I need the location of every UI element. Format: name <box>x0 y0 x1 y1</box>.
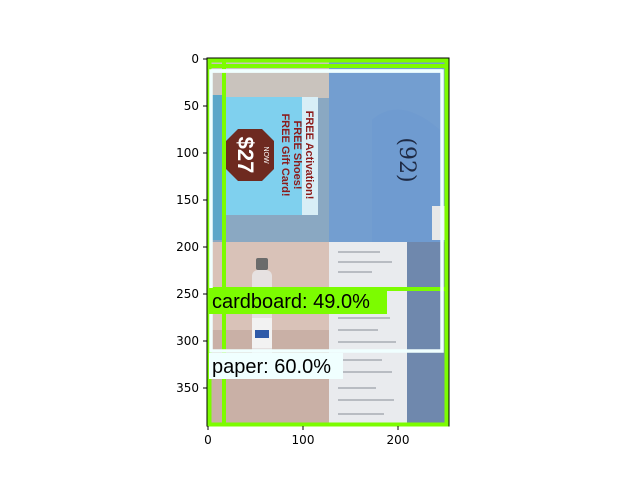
y-tick-350: 350 <box>176 381 199 395</box>
flyer: FREE Activation! FREE Shoes! FREE Gift C… <box>218 97 318 215</box>
y-tick-250: 250 <box>176 287 199 301</box>
handwritten-mark: (92) <box>394 137 419 182</box>
y-tick-100: 100 <box>176 146 199 160</box>
flyer-line-3: FREE Gift Card! <box>279 113 291 196</box>
x-tick-0: 0 <box>204 433 212 447</box>
flyer-line-1: FREE Activation! <box>303 111 315 200</box>
paper-text-lines <box>338 251 396 415</box>
detection-label-cardboard: cardboard: 49.0% <box>209 288 387 314</box>
y-tick-0: 0 <box>191 52 199 66</box>
y-tick-300: 300 <box>176 334 199 348</box>
x-axis: 0 100 200 <box>204 426 409 447</box>
detection-box-paper <box>209 69 444 353</box>
label-text-cardboard: cardboard: 49.0% <box>212 291 370 313</box>
flyer-price-octagon <box>226 129 274 181</box>
y-tick-50: 50 <box>184 99 199 113</box>
y-tick-150: 150 <box>176 193 199 207</box>
small-tag <box>432 206 446 240</box>
flyer-line-2: FREE Shoes! <box>291 120 303 189</box>
x-tick-100: 100 <box>292 433 315 447</box>
flyer-price: $27 <box>233 137 258 174</box>
label-text-paper: paper: 60.0% <box>212 356 331 378</box>
paper-sheet <box>329 242 407 426</box>
y-tick-200: 200 <box>176 240 199 254</box>
detection-label-paper: paper: 60.0% <box>209 353 343 379</box>
flyer-now: NOW <box>262 146 269 164</box>
x-tick-200: 200 <box>387 433 410 447</box>
y-axis: 0 50 100 150 200 250 300 350 <box>176 52 207 395</box>
